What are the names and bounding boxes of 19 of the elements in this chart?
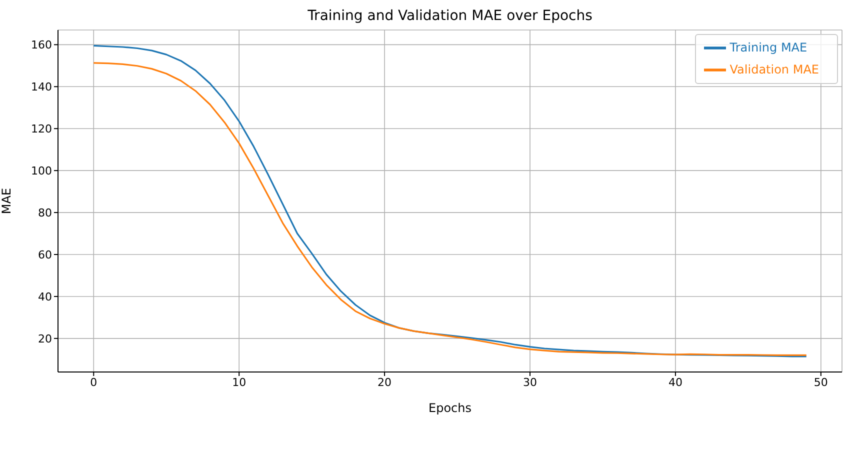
legend-label: Training MAE xyxy=(730,40,808,54)
x-tick-label: 0 xyxy=(90,376,98,389)
x-tick-label: 50 xyxy=(814,376,828,389)
x-tick-label: 30 xyxy=(523,376,537,389)
legend-label: Validation MAE xyxy=(730,62,819,76)
x-tick-label: 40 xyxy=(668,376,682,389)
y-axis-title: MAE xyxy=(0,188,14,214)
y-tick-label: 140 xyxy=(31,80,52,94)
y-tick-label: 120 xyxy=(31,122,52,136)
y-tick-label: 80 xyxy=(38,206,52,220)
y-tick-label: 60 xyxy=(38,248,52,262)
chart-title: Training and Validation MAE over Epochs xyxy=(306,8,594,24)
y-tick-label: 40 xyxy=(38,290,52,304)
y-tick-label: 20 xyxy=(38,332,52,346)
x-axis-title: Epochs xyxy=(428,401,472,415)
y-tick-label: 160 xyxy=(31,38,52,52)
x-tick-label: 20 xyxy=(378,376,392,389)
x-tick-label: 10 xyxy=(232,376,246,389)
y-tick-label: 100 xyxy=(31,164,52,178)
